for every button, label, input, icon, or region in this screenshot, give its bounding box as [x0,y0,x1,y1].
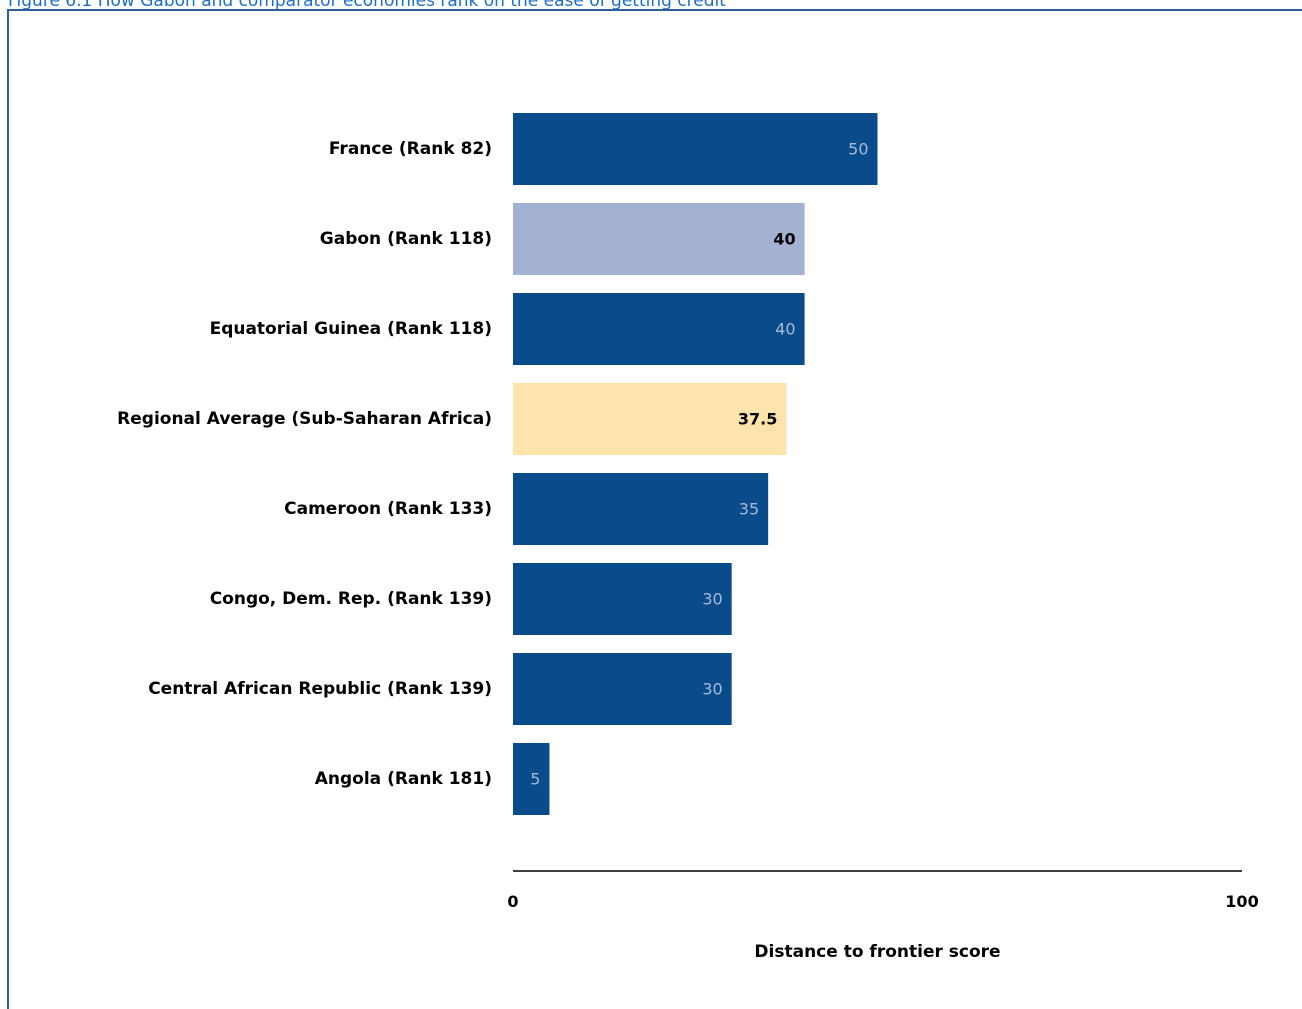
value-label: 30 [702,590,722,609]
bar [513,743,550,815]
x-axis-title: Distance to frontier score [754,942,1000,962]
bar [513,563,732,635]
bar [513,293,805,365]
category-label: Gabon (Rank 118) [320,229,492,249]
value-label: 30 [702,680,722,699]
category-label: Angola (Rank 181) [315,769,492,789]
category-label: Congo, Dem. Rep. (Rank 139) [210,589,492,609]
bar [513,383,787,455]
figure-title: Figure 6.1 How Gabon and comparator econ… [8,0,726,11]
value-label: 50 [848,140,868,159]
bar [513,653,732,725]
value-label: 37.5 [738,410,777,429]
value-label: 5 [530,770,540,789]
category-label: Central African Republic (Rank 139) [148,679,492,699]
value-label: 40 [775,320,795,339]
value-label: 40 [773,230,795,249]
value-label: 35 [739,500,759,519]
bar [513,113,878,185]
x-tick-label-min: 0 [507,892,518,911]
bar [513,473,769,545]
figure-frame [7,9,1302,1009]
bars-group: France (Rank 82) 50 Gabon (Rank 118) 40 Equa… [117,113,878,815]
category-label: Equatorial Guinea (Rank 118) [210,319,492,339]
category-label: France (Rank 82) [329,139,492,159]
x-tick-label-max: 100 [1225,892,1258,911]
bar [513,203,805,275]
category-label: Cameroon (Rank 133) [284,499,492,519]
category-label: Regional Average (Sub-Saharan Africa) [117,409,492,429]
